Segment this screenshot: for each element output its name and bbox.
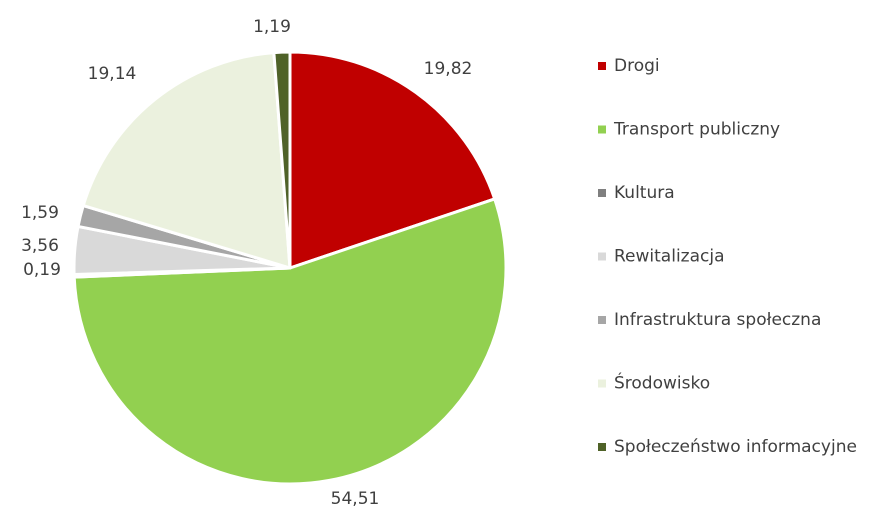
- data-label: 0,19: [23, 260, 61, 280]
- legend-swatch: [598, 62, 606, 70]
- legend-swatch: [598, 252, 606, 261]
- pie-slice: [272, 50, 292, 270]
- pie-slice: [72, 197, 508, 486]
- legend-label: Społeczeństwo informacyjne: [614, 437, 857, 457]
- legend-swatch: [598, 125, 606, 134]
- data-label: 19,14: [88, 64, 137, 84]
- legend-swatch: [598, 316, 606, 324]
- pie-slice: [288, 50, 497, 270]
- legend-label: Infrastruktura społeczna: [614, 310, 821, 330]
- legend-swatch: [598, 189, 606, 197]
- data-label: 1,19: [253, 17, 291, 37]
- legend-label: Rewitalizacja: [614, 247, 725, 267]
- legend-label: Drogi: [614, 56, 660, 76]
- legend-swatch: [598, 443, 606, 451]
- data-label: 54,51: [331, 489, 380, 509]
- legend-label: Środowisko: [614, 372, 710, 394]
- data-label: 19,82: [424, 59, 473, 79]
- pie-slice: [81, 51, 292, 270]
- legend-swatch: [598, 379, 606, 388]
- legend-label: Kultura: [614, 183, 675, 203]
- legend-label: Transport publiczny: [613, 120, 780, 140]
- data-label: 3,56: [21, 236, 59, 256]
- data-label: 1,59: [21, 203, 59, 223]
